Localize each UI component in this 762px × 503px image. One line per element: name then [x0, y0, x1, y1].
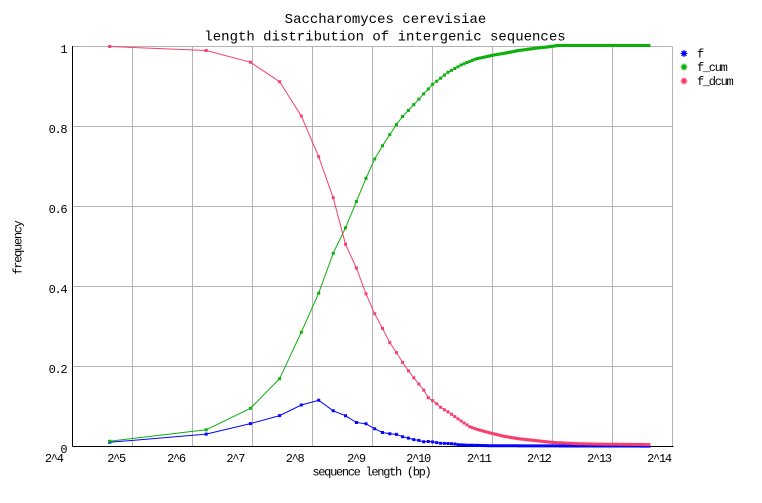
svg-text:2^10: 2^10 — [406, 452, 431, 466]
svg-text:0.6: 0.6 — [49, 203, 68, 217]
svg-text:2^8: 2^8 — [286, 452, 305, 466]
svg-text:0.4: 0.4 — [49, 283, 68, 297]
svg-text:2^14: 2^14 — [647, 452, 672, 466]
svg-text:f_dcum: f_dcum — [697, 75, 734, 89]
svg-text:Saccharomyces cerevisiae: Saccharomyces cerevisiae — [285, 12, 487, 28]
svg-text:f_cum: f_cum — [697, 61, 728, 75]
svg-text:0.8: 0.8 — [49, 123, 68, 137]
svg-text:sequence length (bp): sequence length (bp) — [312, 466, 430, 480]
svg-text:f: f — [697, 48, 704, 62]
svg-text:0: 0 — [60, 443, 67, 457]
svg-text:length distribution of interge: length distribution of intergenic sequen… — [204, 30, 565, 46]
svg-text:2^6: 2^6 — [167, 452, 186, 466]
svg-text:1: 1 — [60, 43, 67, 57]
svg-text:frequency: frequency — [12, 220, 26, 274]
svg-text:0.2: 0.2 — [49, 363, 68, 377]
svg-text:2^5: 2^5 — [107, 452, 126, 466]
svg-text:2^9: 2^9 — [347, 452, 366, 466]
svg-text:2^4: 2^4 — [45, 452, 64, 466]
svg-text:2^11: 2^11 — [467, 452, 492, 466]
svg-text:2^13: 2^13 — [587, 452, 612, 466]
svg-text:2^12: 2^12 — [527, 452, 552, 466]
svg-text:2^7: 2^7 — [226, 452, 245, 466]
